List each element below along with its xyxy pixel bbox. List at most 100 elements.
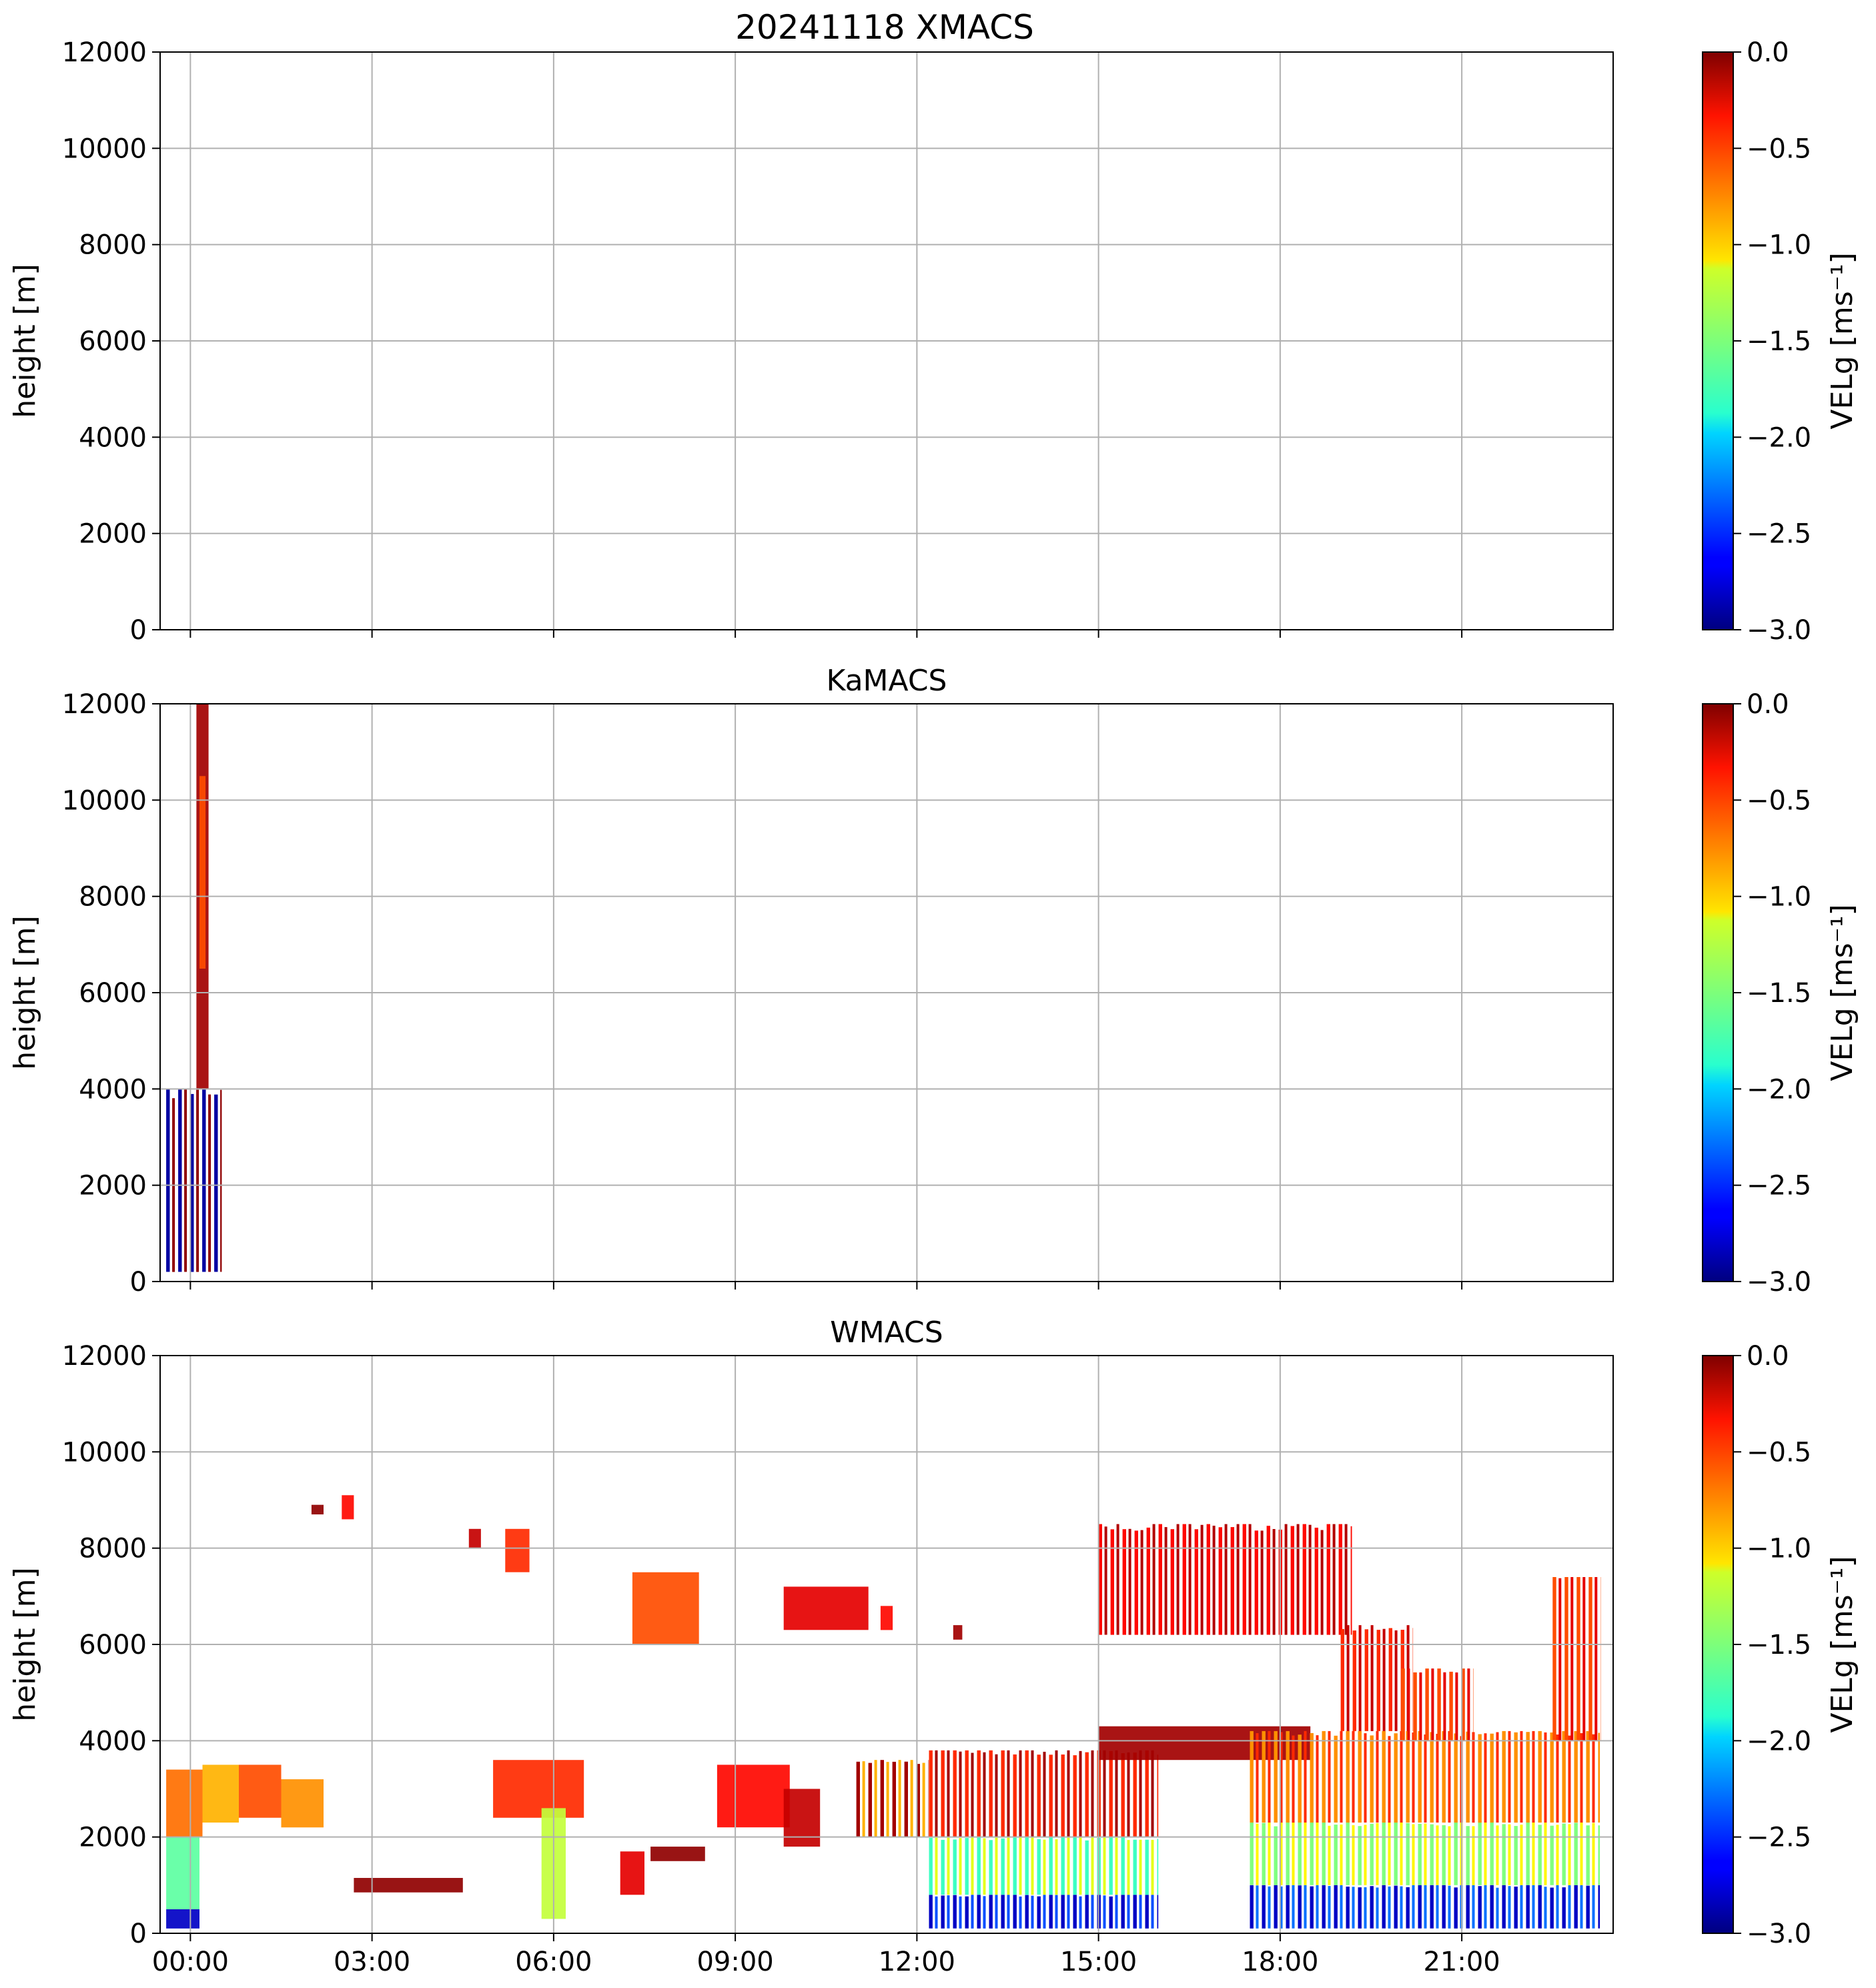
region-29-stripe [1502,1730,1506,1823]
region-23-stripe [1109,1837,1113,1895]
region-7 [342,1495,354,1520]
region-24-stripe [1145,1750,1149,1837]
region-27-stripe [1592,1885,1595,1929]
region-29-stripe [1484,1733,1487,1823]
region-27-stripe [1370,1886,1374,1929]
panel-3: 0 2000 4000 6000 8000 10000 12000 height [m] 00:… [8,1316,1859,1977]
region-17 [783,1789,821,1847]
y-tick-label: 10000 [62,785,147,816]
region-27-stripe [1442,1885,1446,1929]
region-26-stripe [1296,1524,1300,1635]
region-23-stripe [1067,1837,1070,1895]
region-26-stripe [1194,1529,1198,1635]
region-28-stripe [1400,1823,1403,1885]
region-27-stripe [1490,1885,1494,1929]
region-22-stripe [995,1895,998,1929]
region-28-stripe [1592,1823,1595,1885]
region-30-stripe [1352,1630,1356,1731]
region-24-stripe [1001,1750,1005,1837]
region-24-stripe [1013,1754,1017,1837]
region-24-stripe [1067,1750,1070,1837]
x-tick-label: 00:00 [152,1947,229,1977]
region-8 [354,1878,463,1893]
region-26-stripe [1206,1524,1210,1635]
region-29-stripe [1490,1733,1494,1823]
region-16 [717,1765,790,1828]
region-29-stripe [1418,1730,1422,1823]
region-26-stripe [1224,1524,1228,1635]
region-27-stripe [1430,1885,1434,1929]
region-1 [166,1837,199,1909]
region-21-stripe [874,1760,877,1837]
colorbar-tick-label: −2.5 [1747,519,1811,550]
y-tick-label: 6000 [79,326,147,357]
region-22-stripe [977,1895,981,1929]
region-28-stripe [1394,1823,1398,1885]
region-28-stripe [1328,1825,1331,1885]
region-28-stripe [1580,1823,1583,1885]
region-31-stripe [1467,1668,1470,1741]
region-29-stripe [1448,1730,1451,1823]
y-tick-label: 12000 [62,1341,147,1372]
region-22-stripe [1073,1895,1077,1929]
region-10 [505,1528,530,1572]
region-23-stripe [1127,1840,1130,1895]
y-tick-label: 4000 [79,422,147,453]
region-30-stripe [1370,1625,1374,1731]
colorbar-tick-label: −2.5 [1747,1823,1811,1853]
y-tick-label: 0 [130,1919,147,1949]
colorbar-tick-label: 0.0 [1747,689,1789,720]
region-23-stripe [1025,1837,1029,1895]
region-27-stripe [1580,1885,1583,1929]
region-24-stripe [1139,1750,1142,1837]
region-27-stripe [1352,1887,1355,1929]
panel-title: WMACS [830,1316,943,1350]
region-28-stripe [1298,1823,1302,1885]
region-29-stripe [1592,1734,1595,1823]
region-24-stripe [1133,1753,1137,1837]
region-26-stripe [1158,1524,1162,1635]
region-29-stripe [1268,1730,1271,1823]
region-22-stripe [1013,1895,1017,1929]
region-27-stripe [1250,1885,1254,1929]
region-26-stripe [1266,1526,1270,1635]
colorbar-tick-label: −2.0 [1747,1074,1811,1105]
region-28-stripe [1556,1825,1559,1885]
region-29-stripe [1580,1733,1583,1823]
region-27-stripe [1532,1885,1535,1929]
region-26-stripe [1170,1529,1174,1635]
region-31-stripe [1455,1672,1458,1741]
region-23-stripe [1103,1837,1106,1895]
region-28-stripe [1262,1823,1266,1885]
region-29-stripe [1562,1730,1566,1823]
region-28-stripe [1436,1825,1439,1885]
region-24-stripe [1091,1750,1094,1837]
region-24-stripe [929,1750,933,1837]
region-28-stripe [1472,1826,1475,1885]
region-0-stripe [208,1094,211,1272]
region-21-stripe [880,1760,884,1837]
region-21-stripe [862,1761,865,1837]
region-31-stripe [1413,1672,1417,1741]
region-13 [620,1851,644,1895]
colorbar-tick-label: −1.5 [1747,1630,1811,1660]
region-29-stripe [1544,1732,1547,1823]
region-29-stripe [1358,1730,1362,1823]
region-4 [239,1765,282,1818]
region-28-stripe [1586,1825,1590,1885]
x-tick-label: 18:00 [1242,1947,1318,1977]
region-26-stripe [1152,1524,1155,1635]
region-29-stripe [1520,1730,1523,1823]
region-29-stripe [1304,1730,1307,1823]
region-30-stripe [1340,1628,1344,1731]
region-29-stripe [1340,1730,1343,1823]
region-29-stripe [1466,1731,1470,1823]
region-23-stripe [971,1837,974,1895]
region-28-stripe [1412,1824,1415,1885]
region-2 [166,1769,203,1837]
region-26-stripe [1212,1526,1216,1635]
region-30-stripe [1358,1625,1362,1731]
region-29-stripe [1526,1732,1530,1823]
region-23-stripe [1055,1839,1058,1895]
region-22-stripe [929,1895,933,1929]
